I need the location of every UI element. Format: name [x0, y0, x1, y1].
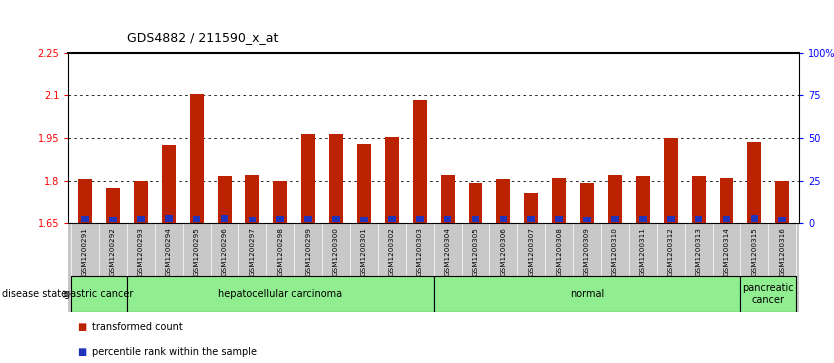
Bar: [384, 136, 399, 223]
Text: ■: ■: [77, 347, 86, 357]
Text: GSM1200309: GSM1200309: [584, 228, 590, 276]
Text: GSM1200295: GSM1200295: [193, 228, 199, 276]
Text: GSM1200296: GSM1200296: [222, 228, 228, 276]
Bar: [413, 99, 427, 223]
Bar: [218, 176, 232, 223]
Bar: [277, 216, 284, 222]
Text: GSM1200299: GSM1200299: [305, 228, 311, 276]
Bar: [434, 276, 741, 312]
Bar: [127, 276, 434, 312]
Text: GSM1200310: GSM1200310: [612, 228, 618, 276]
Text: pancreatic
cancer: pancreatic cancer: [742, 283, 794, 305]
Bar: [580, 183, 594, 223]
Bar: [245, 175, 259, 223]
Bar: [751, 215, 758, 222]
Text: GSM1200306: GSM1200306: [500, 228, 506, 276]
Bar: [388, 216, 395, 222]
Text: ■: ■: [77, 322, 86, 332]
Text: percentile rank within the sample: percentile rank within the sample: [92, 347, 257, 357]
Text: GSM1200311: GSM1200311: [640, 228, 646, 276]
Text: GSM1200305: GSM1200305: [473, 228, 479, 276]
Bar: [500, 216, 507, 222]
Bar: [162, 145, 176, 223]
Bar: [357, 144, 371, 223]
Bar: [778, 217, 786, 222]
Bar: [691, 176, 706, 223]
Bar: [741, 276, 796, 312]
Bar: [71, 276, 127, 312]
Text: GSM1200292: GSM1200292: [110, 228, 116, 276]
Bar: [106, 188, 120, 223]
Bar: [301, 134, 315, 223]
Text: disease state: disease state: [2, 289, 67, 299]
Text: GSM1200312: GSM1200312: [668, 228, 674, 276]
Bar: [109, 217, 117, 222]
Text: GSM1200300: GSM1200300: [333, 228, 339, 276]
Bar: [469, 183, 483, 223]
Bar: [639, 216, 646, 222]
Text: hepatocellular carcinoma: hepatocellular carcinoma: [219, 289, 343, 299]
Text: GDS4882 / 211590_x_at: GDS4882 / 211590_x_at: [127, 30, 279, 44]
Bar: [552, 178, 566, 223]
Text: GSM1200291: GSM1200291: [82, 228, 88, 276]
Text: gastric cancer: gastric cancer: [64, 289, 133, 299]
Bar: [360, 217, 368, 222]
Text: GSM1200294: GSM1200294: [166, 228, 172, 276]
Text: transformed count: transformed count: [92, 322, 183, 332]
Bar: [472, 216, 480, 222]
Text: GSM1200304: GSM1200304: [445, 228, 450, 276]
Bar: [137, 216, 145, 222]
Bar: [611, 216, 619, 222]
Text: GSM1200314: GSM1200314: [723, 228, 730, 276]
Bar: [636, 176, 650, 223]
Text: GSM1200313: GSM1200313: [696, 228, 701, 276]
Bar: [416, 216, 424, 222]
Bar: [720, 178, 733, 223]
Text: GSM1200308: GSM1200308: [556, 228, 562, 276]
Bar: [667, 216, 675, 222]
Text: GSM1200297: GSM1200297: [249, 228, 255, 276]
Bar: [81, 216, 89, 222]
Bar: [78, 179, 92, 223]
Bar: [165, 215, 173, 222]
Bar: [444, 216, 451, 222]
Bar: [525, 193, 538, 223]
Text: GSM1200298: GSM1200298: [278, 228, 284, 276]
Bar: [555, 216, 563, 222]
Text: GSM1200293: GSM1200293: [138, 228, 144, 276]
Text: GSM1200301: GSM1200301: [361, 228, 367, 276]
Bar: [440, 175, 455, 223]
Bar: [249, 217, 256, 222]
Bar: [193, 216, 200, 222]
Bar: [608, 175, 622, 223]
Bar: [747, 142, 761, 223]
Bar: [664, 138, 678, 223]
Bar: [221, 215, 229, 222]
Bar: [274, 180, 287, 223]
Bar: [304, 216, 312, 222]
Bar: [329, 134, 343, 223]
Text: GSM1200307: GSM1200307: [528, 228, 535, 276]
Bar: [189, 94, 203, 223]
Bar: [722, 216, 731, 222]
Bar: [332, 216, 340, 222]
Text: normal: normal: [570, 289, 604, 299]
Text: GSM1200302: GSM1200302: [389, 228, 394, 276]
Bar: [583, 217, 590, 222]
Text: GSM1200315: GSM1200315: [751, 228, 757, 276]
Bar: [134, 180, 148, 223]
Bar: [527, 216, 535, 222]
Text: GSM1200316: GSM1200316: [779, 228, 786, 276]
Bar: [776, 180, 789, 223]
Text: GSM1200303: GSM1200303: [417, 228, 423, 276]
Bar: [695, 216, 702, 222]
Bar: [496, 179, 510, 223]
